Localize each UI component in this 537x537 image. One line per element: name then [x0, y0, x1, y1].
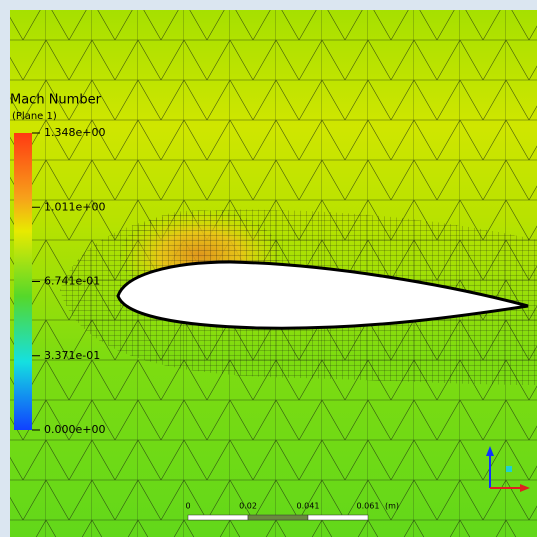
- legend-title: Mach Number: [10, 93, 102, 108]
- colorbar: [14, 133, 32, 430]
- scale-unit: (m): [385, 502, 399, 511]
- scale-label: 0.02: [239, 502, 257, 511]
- triad-z: [506, 466, 512, 472]
- colorbar-tick-label: 3.371e-01: [44, 349, 100, 362]
- colorbar-tick-label: 6.741e-01: [44, 275, 100, 288]
- scale-label: 0.041: [297, 502, 320, 511]
- legend-subtitle: (Plane 1): [12, 111, 57, 122]
- viewport-screenshot: Mach Number (Plane 1) 1.348e+00 1.011e+00…: [0, 0, 537, 537]
- scale-segment: [188, 515, 248, 520]
- colorbar-tick-label: 1.348e+00: [44, 126, 105, 139]
- scale-label: 0: [185, 502, 190, 511]
- colorbar-tick-label: 1.011e+00: [44, 200, 105, 213]
- colorbar-tick-label: 0.000e+00: [44, 423, 105, 436]
- scale-segment: [248, 515, 308, 520]
- scale-segment: [308, 515, 368, 520]
- scale-label: 0.061: [357, 502, 380, 511]
